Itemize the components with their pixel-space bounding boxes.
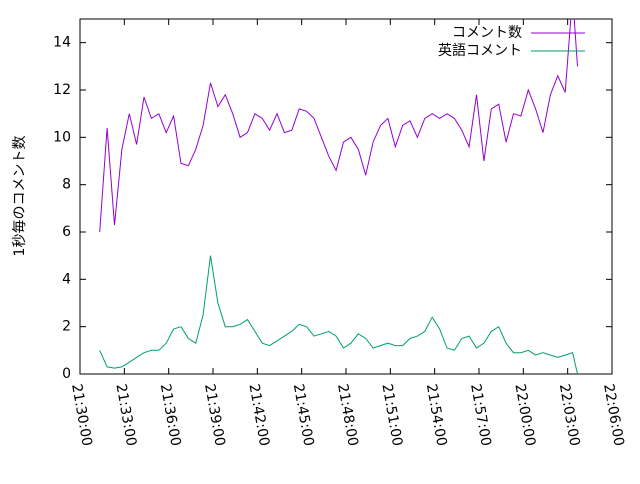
x-tick-label: 22:06:00 bbox=[600, 383, 627, 448]
plot-area bbox=[99, 19, 578, 374]
y-tick-label: 10 bbox=[53, 129, 71, 145]
x-tick-label: 21:33:00 bbox=[112, 383, 139, 448]
x-tick-label: 22:00:00 bbox=[511, 383, 538, 448]
legend-label: 英語コメント bbox=[438, 42, 522, 59]
plot-frame bbox=[79, 18, 613, 375]
x-tick-label: 21:48:00 bbox=[334, 383, 361, 448]
x-tick-label: 21:39:00 bbox=[201, 383, 228, 448]
y-tick-label: 4 bbox=[62, 271, 71, 287]
y-tick-label: 12 bbox=[53, 82, 71, 98]
x-tick-label: 22:03:00 bbox=[556, 383, 583, 448]
y-tick-label: 8 bbox=[62, 177, 71, 193]
x-tick-label: 21:57:00 bbox=[467, 383, 494, 448]
x-tick-label: 21:51:00 bbox=[378, 383, 405, 448]
x-tick-label: 21:30:00 bbox=[68, 383, 95, 448]
y-axis-label: 1秒毎のコメント数 bbox=[12, 136, 28, 257]
y-tick-label: 0 bbox=[62, 366, 71, 382]
y-tick-label: 14 bbox=[53, 35, 71, 51]
x-tick-label: 21:36:00 bbox=[157, 383, 184, 448]
y-tick-label: 6 bbox=[62, 224, 71, 240]
x-tick-label: 21:42:00 bbox=[245, 383, 272, 448]
series-line bbox=[99, 255, 578, 374]
y-tick-label: 2 bbox=[62, 319, 71, 335]
x-tick-label: 21:54:00 bbox=[423, 383, 450, 448]
x-tick-label: 21:45:00 bbox=[290, 383, 317, 448]
legend-label: コメント数 bbox=[452, 25, 522, 41]
series-line bbox=[99, 19, 578, 233]
